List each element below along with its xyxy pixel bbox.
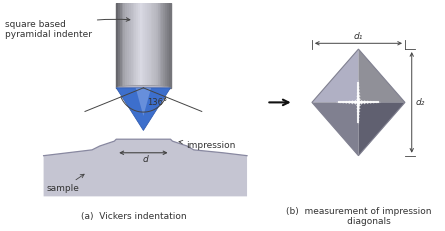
Text: sample: sample <box>46 174 84 193</box>
Bar <box>143 3 146 88</box>
Text: (a)  Vickers indentation: (a) Vickers indentation <box>81 212 186 221</box>
Bar <box>160 3 162 88</box>
Bar <box>150 3 153 88</box>
Bar <box>149 3 151 88</box>
Bar <box>162 3 164 88</box>
Text: (b)  measurement of impression
       diagonals: (b) measurement of impression diagonals <box>286 207 431 226</box>
Bar <box>129 3 131 88</box>
Bar <box>153 3 155 88</box>
Bar <box>134 3 137 88</box>
Text: 136°: 136° <box>147 97 167 106</box>
Text: d₂: d₂ <box>416 98 425 107</box>
Bar <box>116 3 118 88</box>
Bar <box>165 3 167 88</box>
Polygon shape <box>312 49 359 102</box>
Polygon shape <box>116 88 170 131</box>
Bar <box>163 3 166 88</box>
Ellipse shape <box>116 85 170 90</box>
Bar <box>154 3 157 88</box>
Bar <box>156 3 158 88</box>
Bar <box>133 3 135 88</box>
Bar <box>167 3 169 88</box>
Bar <box>121 3 124 88</box>
Bar <box>169 3 171 88</box>
Bar <box>127 3 129 88</box>
Polygon shape <box>44 139 247 196</box>
Bar <box>124 3 126 88</box>
Bar <box>131 3 133 88</box>
Bar <box>138 3 140 88</box>
Bar <box>145 3 147 88</box>
Bar <box>158 3 160 88</box>
Bar <box>147 3 149 88</box>
Polygon shape <box>359 102 405 156</box>
Bar <box>142 3 144 88</box>
Bar <box>125 3 128 88</box>
Bar <box>118 3 120 88</box>
Polygon shape <box>312 102 359 156</box>
Bar <box>120 3 122 88</box>
Bar <box>136 3 138 88</box>
Polygon shape <box>136 88 151 116</box>
Text: square based
pyramidal indenter: square based pyramidal indenter <box>5 18 130 40</box>
Bar <box>140 3 142 88</box>
Text: d: d <box>142 155 148 164</box>
Text: impression: impression <box>179 140 235 150</box>
Polygon shape <box>359 49 405 102</box>
Text: d₁: d₁ <box>354 32 363 41</box>
